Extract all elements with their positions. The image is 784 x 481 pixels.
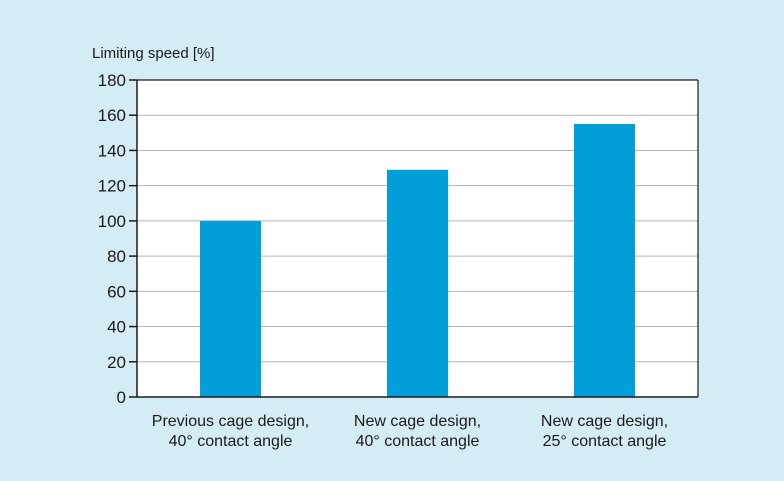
bar xyxy=(574,124,635,398)
y-axis-label: Limiting speed [%] xyxy=(92,45,215,62)
y-axis-ticks: 0 20 40 60 80 100 120 140 160 180 xyxy=(98,71,137,407)
bar xyxy=(387,169,448,397)
bars xyxy=(200,124,635,398)
y-tick-label: 80 xyxy=(107,247,126,266)
y-tick-label: 40 xyxy=(107,318,126,337)
axes xyxy=(136,79,699,398)
x-axis-labels: Previous cage design, 40° contact angle Ne… xyxy=(152,413,668,450)
x-category-label: Previous cage design, 40° contact angle xyxy=(152,413,309,450)
bar xyxy=(200,220,261,397)
y-tick-label: 180 xyxy=(98,71,126,90)
y-tick-label: 20 xyxy=(107,353,126,372)
y-tick-label: 100 xyxy=(98,212,126,231)
y-tick-label: 60 xyxy=(107,282,126,301)
y-tick-label: 0 xyxy=(117,388,126,407)
y-tick-label: 160 xyxy=(98,106,126,125)
x-category-label: New cage design, 25° contact angle xyxy=(541,413,668,450)
y-tick-label: 140 xyxy=(98,141,126,160)
x-category-label: New cage design, 40° contact angle xyxy=(354,413,481,450)
y-tick-label: 120 xyxy=(98,177,126,196)
